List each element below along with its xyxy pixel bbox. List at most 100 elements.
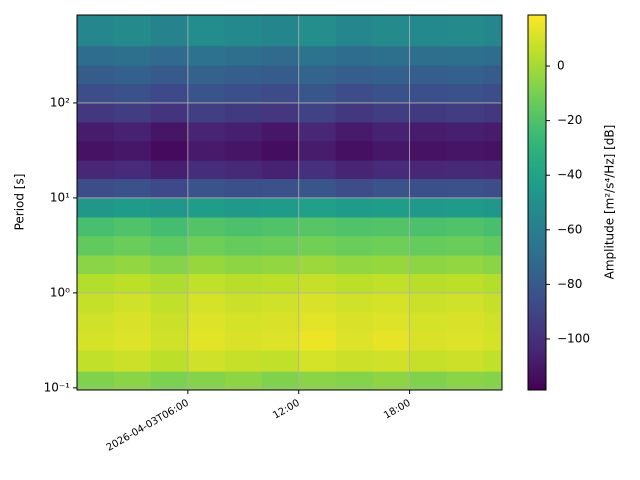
- heatmap-cell: [483, 197, 503, 218]
- heatmap-cell: [298, 273, 337, 294]
- heatmap-cell: [335, 15, 374, 47]
- heatmap-cell: [224, 235, 263, 256]
- y-tick-label: 10¹: [50, 190, 70, 204]
- heatmap-cell: [372, 371, 411, 391]
- heatmap-cell: [335, 178, 374, 199]
- heatmap-cell: [298, 121, 337, 142]
- heatmap-cell: [77, 65, 115, 85]
- heatmap-cell: [335, 255, 374, 275]
- heatmap-cell: [113, 121, 152, 142]
- heatmap-cell: [483, 273, 503, 294]
- heatmap-cell: [298, 65, 337, 85]
- heatmap-cell: [298, 292, 337, 313]
- x-tick-label: 12:00: [271, 398, 301, 422]
- heatmap-cell: [372, 65, 411, 85]
- heatmap-cell: [187, 140, 226, 161]
- heatmap-cell: [187, 65, 226, 85]
- heatmap-cell: [261, 350, 300, 372]
- heatmap-cell: [372, 197, 411, 218]
- heatmap-cell: [409, 83, 448, 104]
- heatmap-cell: [372, 160, 411, 180]
- heatmap-cell: [446, 197, 485, 218]
- heatmap-cell: [113, 292, 152, 313]
- heatmap-cell: [261, 65, 300, 85]
- heatmap-cell: [372, 178, 411, 199]
- heatmap-cell: [150, 45, 189, 66]
- x-tick-label: 2026-04-03T06:00: [105, 398, 191, 454]
- heatmap-cell: [409, 311, 448, 332]
- heatmap-cell: [409, 235, 448, 256]
- heatmap-cell: [224, 83, 263, 104]
- heatmap-cell: [187, 216, 226, 237]
- heatmap-cell: [483, 121, 503, 142]
- heatmap-cell: [335, 197, 374, 218]
- heatmap-cell: [372, 292, 411, 313]
- heatmap-cell: [77, 292, 115, 313]
- heatmap-cell: [261, 311, 300, 332]
- heatmap-cell: [150, 350, 189, 372]
- colorbar-tick-label: −60: [557, 222, 582, 236]
- heatmap-cell: [372, 121, 411, 142]
- heatmap-cell: [335, 83, 374, 104]
- heatmap-cell: [483, 83, 503, 104]
- heatmap-cell: [150, 140, 189, 161]
- heatmap-cell: [187, 371, 226, 391]
- heatmap-cell: [446, 371, 485, 391]
- heatmap-cell: [150, 235, 189, 256]
- heatmap-cell: [113, 273, 152, 294]
- heatmap-cell: [298, 255, 337, 275]
- x-tick-label: 18:00: [382, 398, 412, 422]
- heatmap-cell: [298, 350, 337, 372]
- heatmap-cell: [261, 371, 300, 391]
- heatmap-cell: [298, 45, 337, 66]
- heatmap-cell: [261, 102, 300, 123]
- colorbar-label: Amplitude [m²/s⁴/Hz] [dB]: [603, 125, 617, 280]
- heatmap-cell: [298, 330, 337, 351]
- heatmap-cell: [372, 45, 411, 66]
- heatmap-cell: [224, 255, 263, 275]
- heatmap-cell: [298, 140, 337, 161]
- heatmap-cell: [372, 15, 411, 47]
- heatmap-cell: [483, 102, 503, 123]
- colorbar-tick-label: −80: [557, 277, 582, 291]
- colorbar-tick-label: −100: [557, 331, 590, 345]
- plot-frame: [76, 14, 503, 391]
- heatmap-cell: [446, 15, 485, 47]
- heatmap-cell: [446, 102, 485, 123]
- heatmap-cell: [113, 178, 152, 199]
- heatmap-cell: [335, 216, 374, 237]
- heatmap-cell: [77, 160, 115, 180]
- heatmap-cell: [261, 255, 300, 275]
- heatmap-cell: [113, 330, 152, 351]
- heatmap-cell: [150, 83, 189, 104]
- colorbar-tick-label: 0: [557, 59, 565, 73]
- heatmap-cell: [187, 178, 226, 199]
- heatmap-cell: [113, 140, 152, 161]
- heatmap-cell: [446, 273, 485, 294]
- heatmap-cell: [150, 216, 189, 237]
- heatmap-cell: [77, 197, 115, 218]
- heatmap-cell: [372, 140, 411, 161]
- heatmap-cell: [335, 292, 374, 313]
- heatmap-cell: [372, 311, 411, 332]
- heatmap-cell: [298, 197, 337, 218]
- heatmap-cell: [150, 121, 189, 142]
- heatmap-cell: [335, 235, 374, 256]
- heatmap-cell: [150, 178, 189, 199]
- heatmap-cell: [187, 15, 226, 47]
- y-tick-label: 10²: [50, 95, 70, 109]
- heatmap-cell: [298, 15, 337, 47]
- heatmap-cell: [113, 371, 152, 391]
- heatmap-cell: [187, 292, 226, 313]
- heatmap-cell: [372, 216, 411, 237]
- heatmap-cell: [409, 197, 448, 218]
- heatmap-cell: [113, 160, 152, 180]
- heatmap-cell: [409, 350, 448, 372]
- heatmap-cell: [409, 292, 448, 313]
- heatmap-cell: [409, 178, 448, 199]
- heatmap-cell: [77, 255, 115, 275]
- heatmap-cell: [335, 140, 374, 161]
- heatmap-cell: [446, 350, 485, 372]
- heatmap-cell: [409, 273, 448, 294]
- heatmap-cell: [150, 197, 189, 218]
